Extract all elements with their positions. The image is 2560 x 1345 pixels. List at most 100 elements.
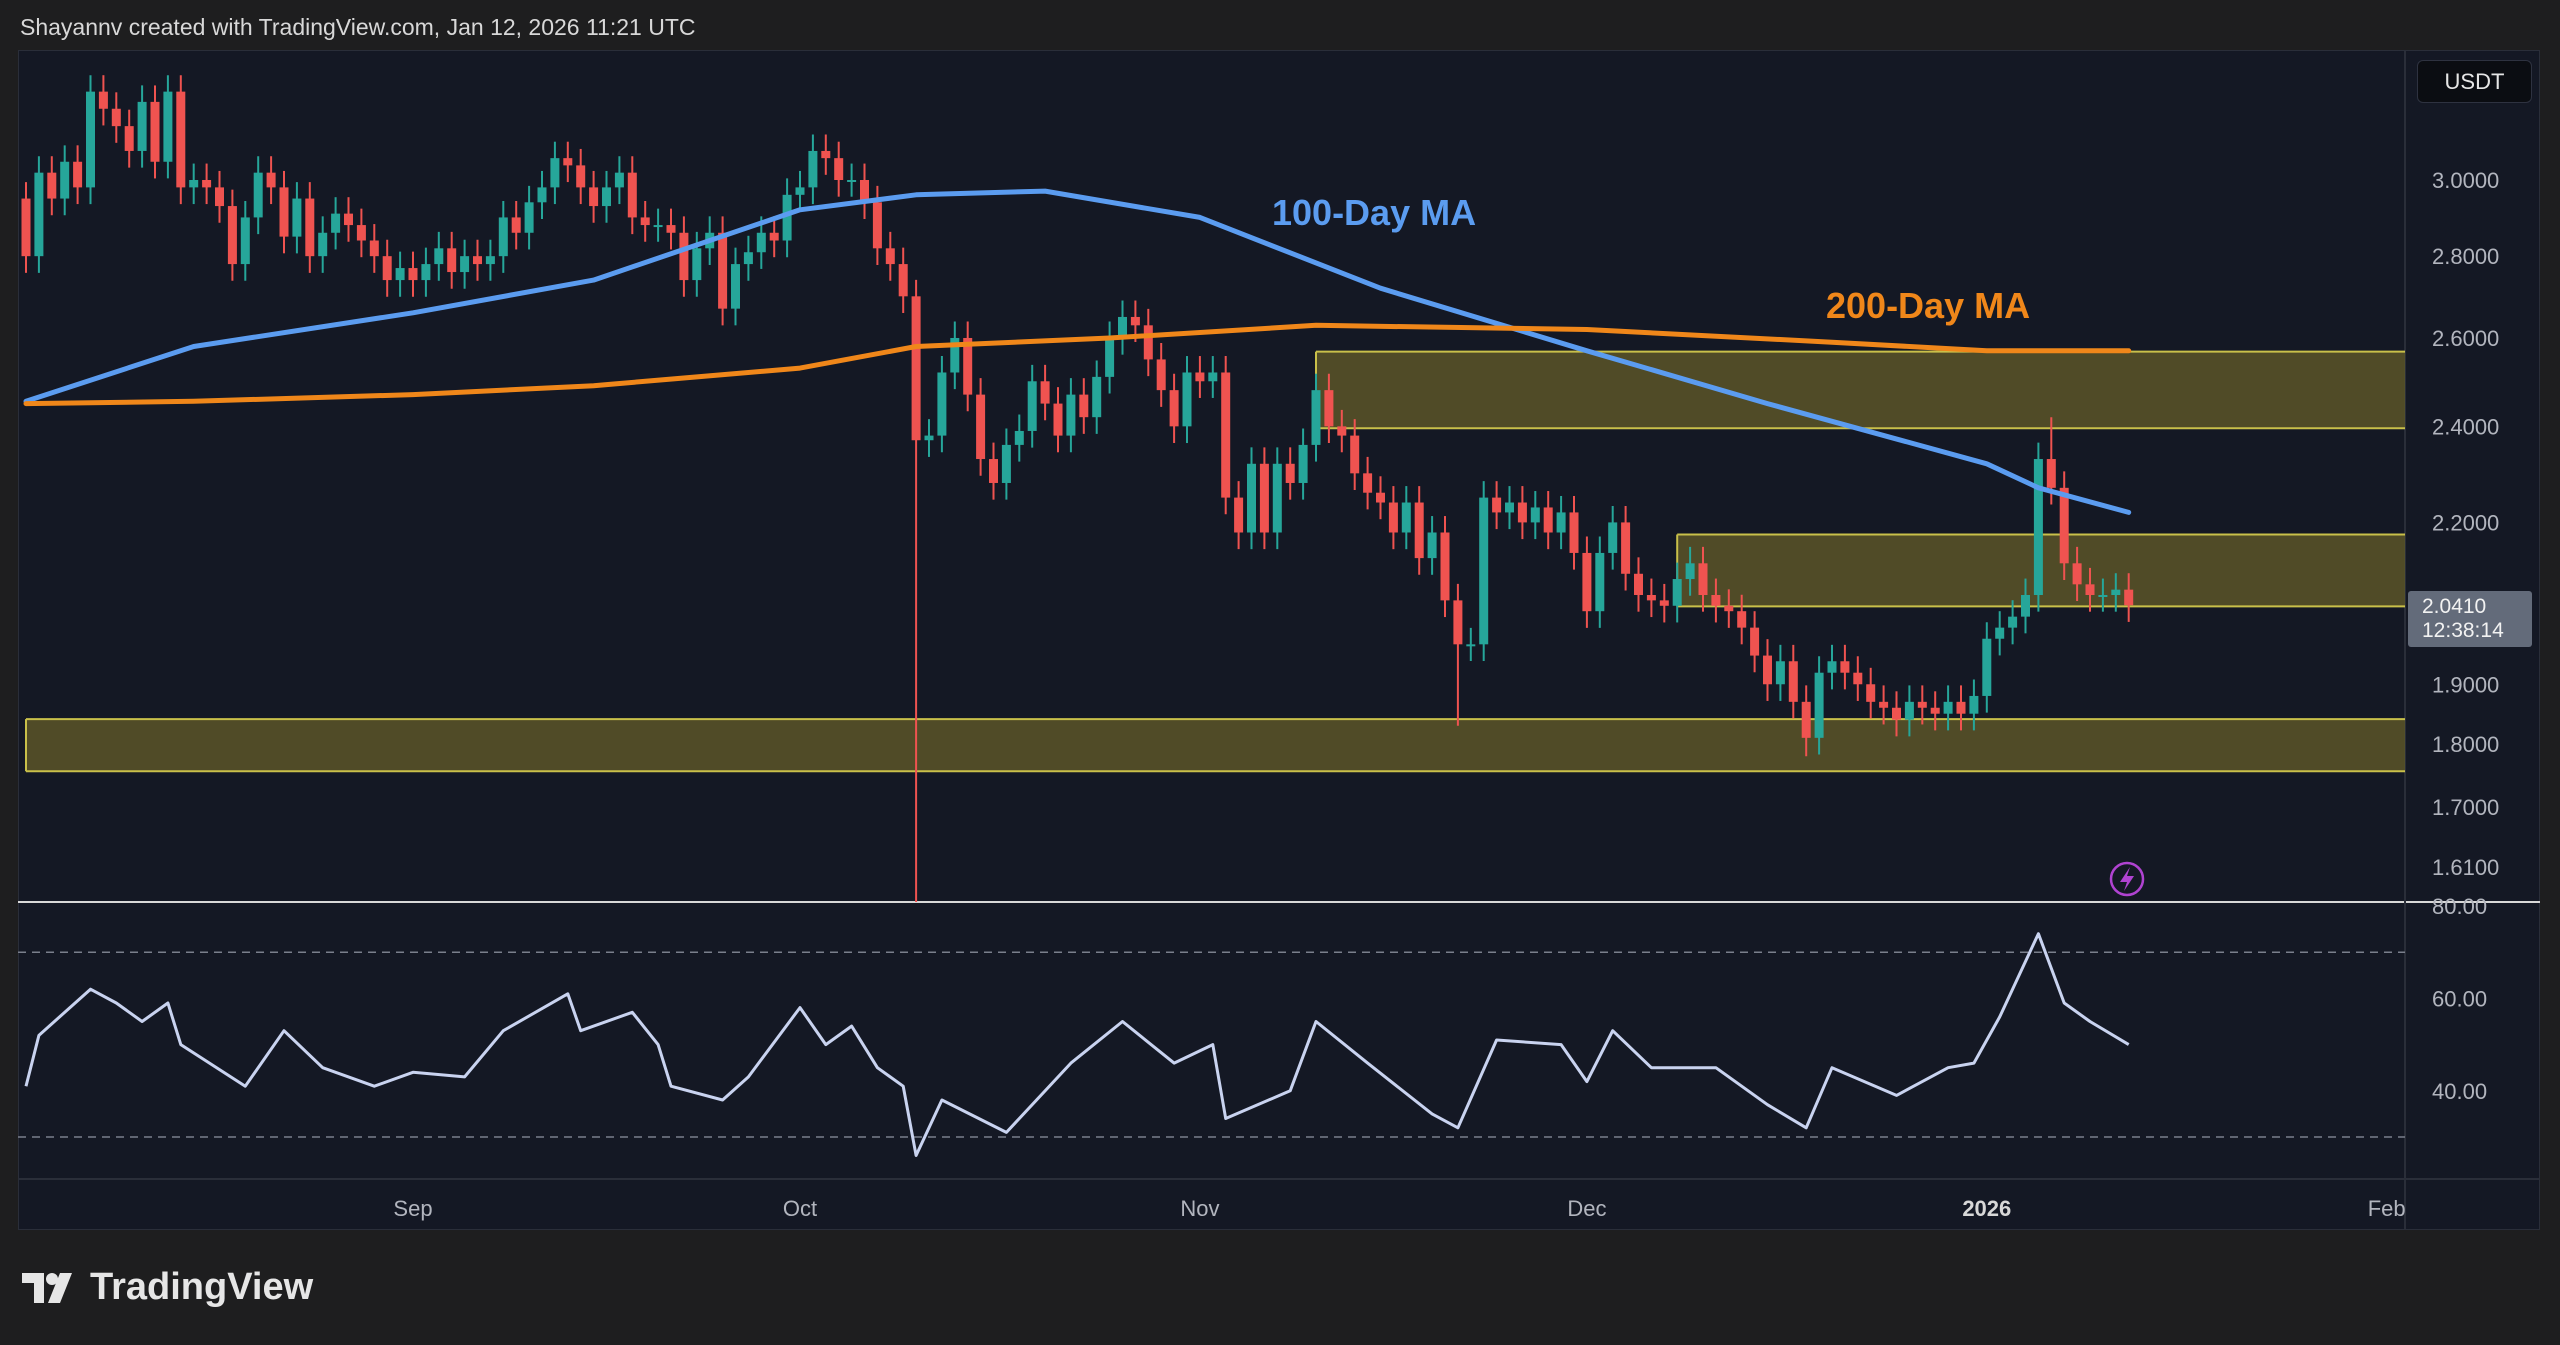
candle — [1401, 486, 1411, 550]
candle-body — [60, 161, 70, 199]
candle — [434, 231, 444, 281]
candle-body — [653, 225, 663, 228]
candle — [1711, 578, 1721, 623]
candle — [1814, 656, 1824, 755]
candle-body — [473, 256, 482, 265]
candle-body — [756, 232, 766, 253]
candle — [2085, 567, 2095, 612]
candle — [743, 235, 753, 281]
candle — [1272, 447, 1282, 550]
candle — [1259, 447, 1269, 550]
candle — [1001, 428, 1011, 500]
candle-body — [47, 172, 57, 199]
price-tick: 2.6000 — [2432, 326, 2499, 351]
candle-body — [1737, 611, 1747, 628]
candle — [950, 321, 960, 390]
price-tick: 1.8000 — [2432, 732, 2499, 757]
candle — [989, 442, 998, 500]
price-tick: 1.7000 — [2432, 795, 2499, 820]
candle — [1479, 481, 1489, 662]
candle-body — [1788, 661, 1798, 702]
candle — [73, 145, 83, 205]
candle — [911, 279, 921, 902]
candle-body — [679, 232, 689, 281]
tradingview-logo[interactable]: TradingView — [22, 1266, 313, 1309]
candle — [1930, 691, 1940, 731]
candle-body — [847, 180, 857, 182]
candle — [653, 208, 663, 242]
candle-body — [1272, 463, 1282, 533]
candle-body — [124, 126, 134, 151]
candle — [1169, 373, 1179, 444]
candle-body — [305, 198, 315, 257]
candle-body — [1040, 381, 1050, 404]
candle-body — [21, 198, 31, 257]
candle-body — [1621, 522, 1631, 574]
candle — [1221, 356, 1231, 515]
price-tick: 3.0000 — [2432, 168, 2499, 193]
candle-body — [1079, 394, 1089, 418]
candle — [253, 156, 263, 235]
candle-body — [782, 194, 792, 241]
candle — [576, 148, 586, 205]
candle — [511, 200, 521, 250]
candle-body — [189, 180, 199, 188]
candle — [1646, 578, 1656, 618]
candle-body — [395, 268, 405, 281]
zone-0 — [1316, 351, 2405, 429]
logo-text: TradingView — [90, 1266, 314, 1308]
candle — [1750, 611, 1760, 673]
candle — [1569, 495, 1579, 570]
candle — [1453, 583, 1463, 726]
candle-body — [240, 217, 250, 265]
candle-body — [176, 91, 186, 188]
time-tick: Oct — [783, 1196, 817, 1221]
candle — [614, 156, 624, 205]
candle-body — [718, 232, 728, 309]
candle-body — [163, 91, 173, 162]
candle — [898, 247, 908, 314]
candle — [331, 197, 341, 250]
candle-body — [1595, 552, 1605, 612]
candle-body — [1466, 644, 1476, 647]
candle — [356, 208, 366, 258]
candle — [98, 75, 108, 126]
candle-body — [344, 213, 353, 226]
candle — [1388, 486, 1398, 550]
candle-body — [1840, 661, 1850, 673]
candle — [1737, 594, 1747, 645]
candle — [1892, 691, 1901, 737]
rsi-tick: 40.00 — [2432, 1079, 2487, 1104]
candle-body — [1982, 638, 1992, 696]
candle-body — [1221, 372, 1231, 498]
candle — [60, 145, 70, 216]
ma100-line — [23, 188, 2132, 515]
candle-body — [872, 202, 882, 249]
candle — [679, 216, 689, 297]
candle — [202, 163, 212, 205]
candle — [1337, 409, 1347, 453]
candle — [1982, 622, 1992, 713]
candle-body — [731, 264, 740, 309]
candle-body — [627, 172, 637, 218]
candle-body — [253, 172, 263, 218]
candle-body — [1156, 359, 1166, 391]
candle-body — [1350, 435, 1360, 474]
candle-body — [1105, 337, 1115, 377]
candle-body — [1543, 507, 1553, 533]
candle — [163, 75, 173, 179]
candle-body — [937, 372, 947, 436]
candle-body — [1956, 701, 1966, 714]
chart-caption: Shayannv created with TradingView.com, J… — [20, 14, 696, 40]
candle — [2072, 546, 2082, 602]
price-tick: 2.2000 — [2432, 510, 2499, 535]
currency-button[interactable]: USDT — [2417, 60, 2532, 103]
price-tick: 2.4000 — [2432, 414, 2499, 439]
candle-body — [150, 101, 160, 162]
candle — [2098, 578, 2108, 612]
candle-body — [1569, 512, 1579, 553]
candle — [627, 156, 637, 235]
candle — [1234, 481, 1244, 550]
candle — [1324, 373, 1334, 444]
